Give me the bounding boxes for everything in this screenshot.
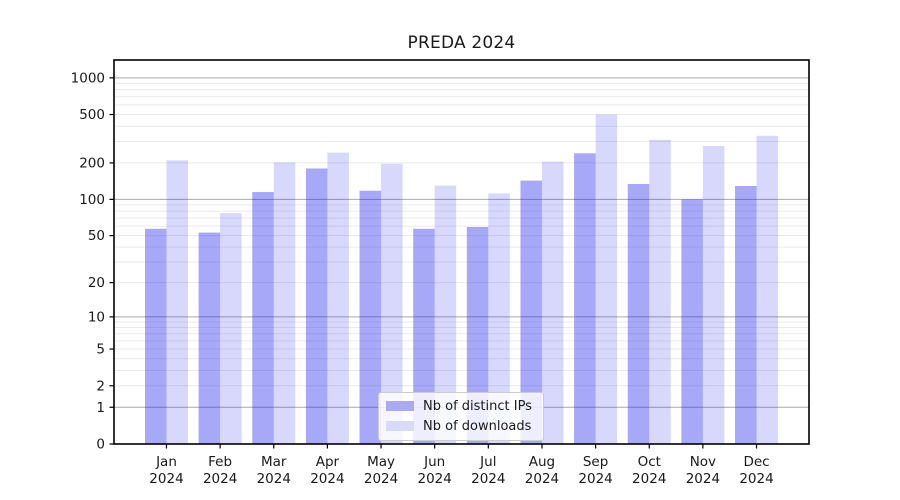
x-tick-label-year: 2024 (739, 471, 773, 487)
y-tick-label: 2 (96, 378, 105, 394)
x-tick-label-year: 2024 (257, 471, 291, 487)
bar-downloads (327, 152, 349, 444)
y-tick-label: 0 (96, 437, 105, 453)
x-tick-label-month: Mar (261, 454, 287, 470)
bar-downloads (273, 162, 296, 444)
x-tick-label-month: Oct (638, 454, 661, 470)
x-tick-label-month: May (367, 454, 395, 470)
y-tick-label: 100 (79, 192, 105, 208)
x-tick-label-month: Jun (423, 454, 445, 470)
legend-item-downloads: Nb of downloads (386, 418, 535, 434)
legend-swatch-distinct-ips (386, 401, 414, 411)
bar-downloads (649, 139, 671, 444)
x-tick-label-month: Jul (479, 454, 496, 470)
legend: Nb of distinct IPs Nb of downloads (378, 392, 544, 441)
y-tick-label: 500 (79, 107, 105, 123)
y-tick-label: 20 (88, 275, 105, 291)
bar-downloads (541, 161, 564, 444)
bar-downloads (488, 193, 510, 444)
x-tick-label-year: 2024 (418, 471, 452, 487)
plot-border (113, 59, 810, 445)
x-tick-label-year: 2024 (149, 471, 183, 487)
x-tick-label-year: 2024 (310, 471, 344, 487)
x-tick-label-month: Aug (529, 454, 555, 470)
bar-distinct-ips (305, 168, 328, 444)
bar-distinct-ips (681, 199, 703, 444)
legend-item-distinct-ips: Nb of distinct IPs (386, 398, 535, 414)
bar-distinct-ips (144, 228, 167, 444)
bar-downloads (166, 160, 188, 445)
x-tick-label-month: Nov (690, 454, 716, 470)
y-tick-label: 10 (88, 309, 105, 325)
x-tick-label-year: 2024 (364, 471, 398, 487)
bar-downloads (220, 213, 242, 444)
y-tick-label: 1 (96, 400, 105, 416)
x-tick-label-year: 2024 (686, 471, 720, 487)
x-tick-label-year: 2024 (632, 471, 666, 487)
legend-label: Nb of distinct IPs (423, 398, 532, 414)
x-tick-label-month: Sep (583, 454, 608, 470)
bar-downloads (595, 114, 618, 445)
chart-title: PREDA 2024 (407, 33, 516, 53)
x-tick-label-year: 2024 (203, 471, 237, 487)
bar-distinct-ips (735, 186, 757, 444)
x-tick-label-month: Feb (208, 454, 232, 470)
y-tick-label: 200 (79, 155, 105, 171)
bar-distinct-ips (198, 232, 221, 444)
x-tick-label-year: 2024 (525, 471, 559, 487)
bar-downloads (756, 135, 779, 445)
x-tick-label-month: Jan (155, 454, 177, 470)
y-tick-label: 50 (88, 228, 105, 244)
x-tick-label-month: Apr (316, 454, 340, 470)
x-tick-label-year: 2024 (578, 471, 612, 487)
legend-label: Nb of downloads (423, 418, 532, 434)
bar-distinct-ips (574, 153, 596, 445)
bar-downloads (381, 163, 403, 445)
y-tick-label: 1000 (71, 70, 105, 86)
bar-distinct-ips (466, 226, 489, 444)
bar-distinct-ips (413, 228, 435, 444)
x-tick-label-month: Dec (743, 454, 769, 470)
bar-distinct-ips (252, 192, 274, 444)
bar-downloads (434, 185, 457, 444)
legend-swatch-downloads (386, 421, 414, 431)
y-tick-label: 5 (96, 342, 105, 358)
bar-distinct-ips (520, 180, 542, 445)
bar-distinct-ips (359, 190, 382, 444)
bar-distinct-ips (627, 184, 650, 444)
x-tick-label-year: 2024 (471, 471, 505, 487)
bar-downloads (702, 145, 725, 444)
